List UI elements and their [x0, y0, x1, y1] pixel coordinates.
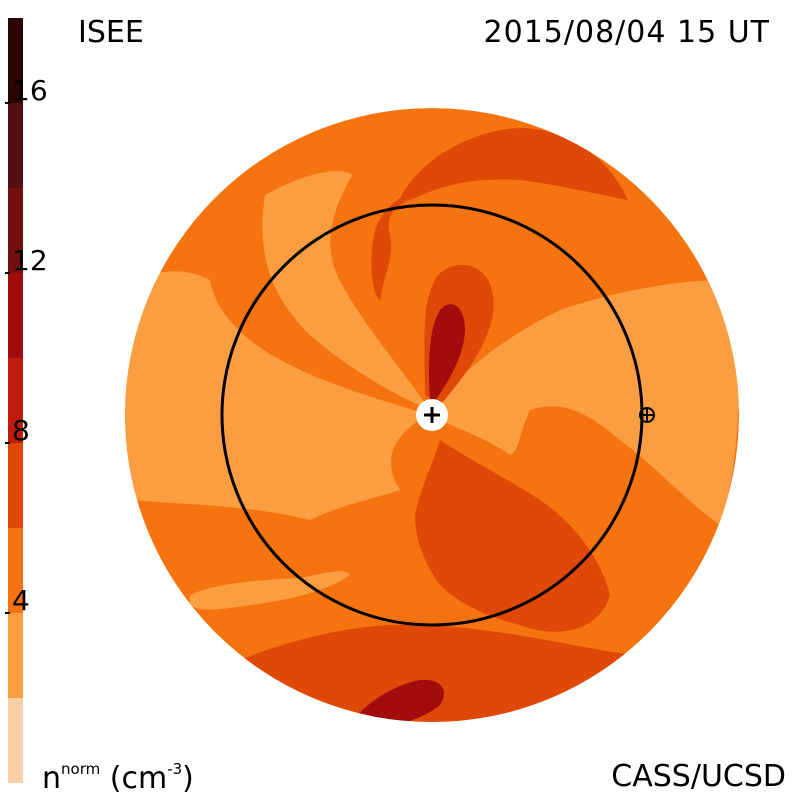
colorbar-tick-label: 12 [12, 244, 48, 277]
colorbar-segment [8, 18, 23, 103]
colorbar-segment [8, 528, 23, 613]
unit-close: ) [182, 761, 194, 796]
colorbar-tick-label: 4 [12, 584, 30, 617]
colorbar-segment [8, 698, 23, 783]
colorbar-segment [8, 103, 23, 188]
region-dark-lower-arm [415, 440, 610, 632]
colorbar-segment [8, 188, 23, 273]
colorbar-segment [8, 613, 23, 698]
region-dark-bottom-band [240, 624, 739, 722]
region-darker-central-core [429, 304, 465, 405]
colorbar-tick [5, 442, 10, 444]
region-light-upper-left [262, 171, 430, 410]
colorbar-tick-label: 8 [12, 414, 30, 447]
unit-symbol: n [42, 761, 62, 796]
sun-plus-marker [416, 399, 448, 431]
region-light-lower-left [190, 571, 350, 610]
colorbar-segment [8, 358, 23, 443]
density-contours [125, 108, 739, 722]
colorbar-tick [5, 612, 10, 614]
colorbar-segment [8, 443, 23, 528]
datetime-label: 2015/08/04 15 UT [483, 15, 770, 50]
region-dark-top-arm [371, 128, 628, 300]
unit-text: (cm [109, 761, 168, 796]
colorbar-tick [5, 102, 10, 104]
unit-label: nnorm (cm-3) [42, 762, 194, 794]
region-light-left [125, 271, 430, 520]
colorbar-tick [5, 272, 10, 274]
colorbar [8, 18, 23, 783]
region-light-right [430, 280, 739, 525]
earth-crossed-circle [639, 407, 655, 423]
region-darker-bottom-spot [355, 679, 444, 722]
unit-exponent: -3 [167, 760, 183, 778]
credit-label: CASS/UCSD [611, 759, 786, 794]
unit-superscript: norm [61, 760, 101, 778]
source-label: ISEE [78, 15, 144, 50]
colorbar-tick-label: 16 [12, 74, 48, 107]
colorbar-segment [8, 273, 23, 358]
